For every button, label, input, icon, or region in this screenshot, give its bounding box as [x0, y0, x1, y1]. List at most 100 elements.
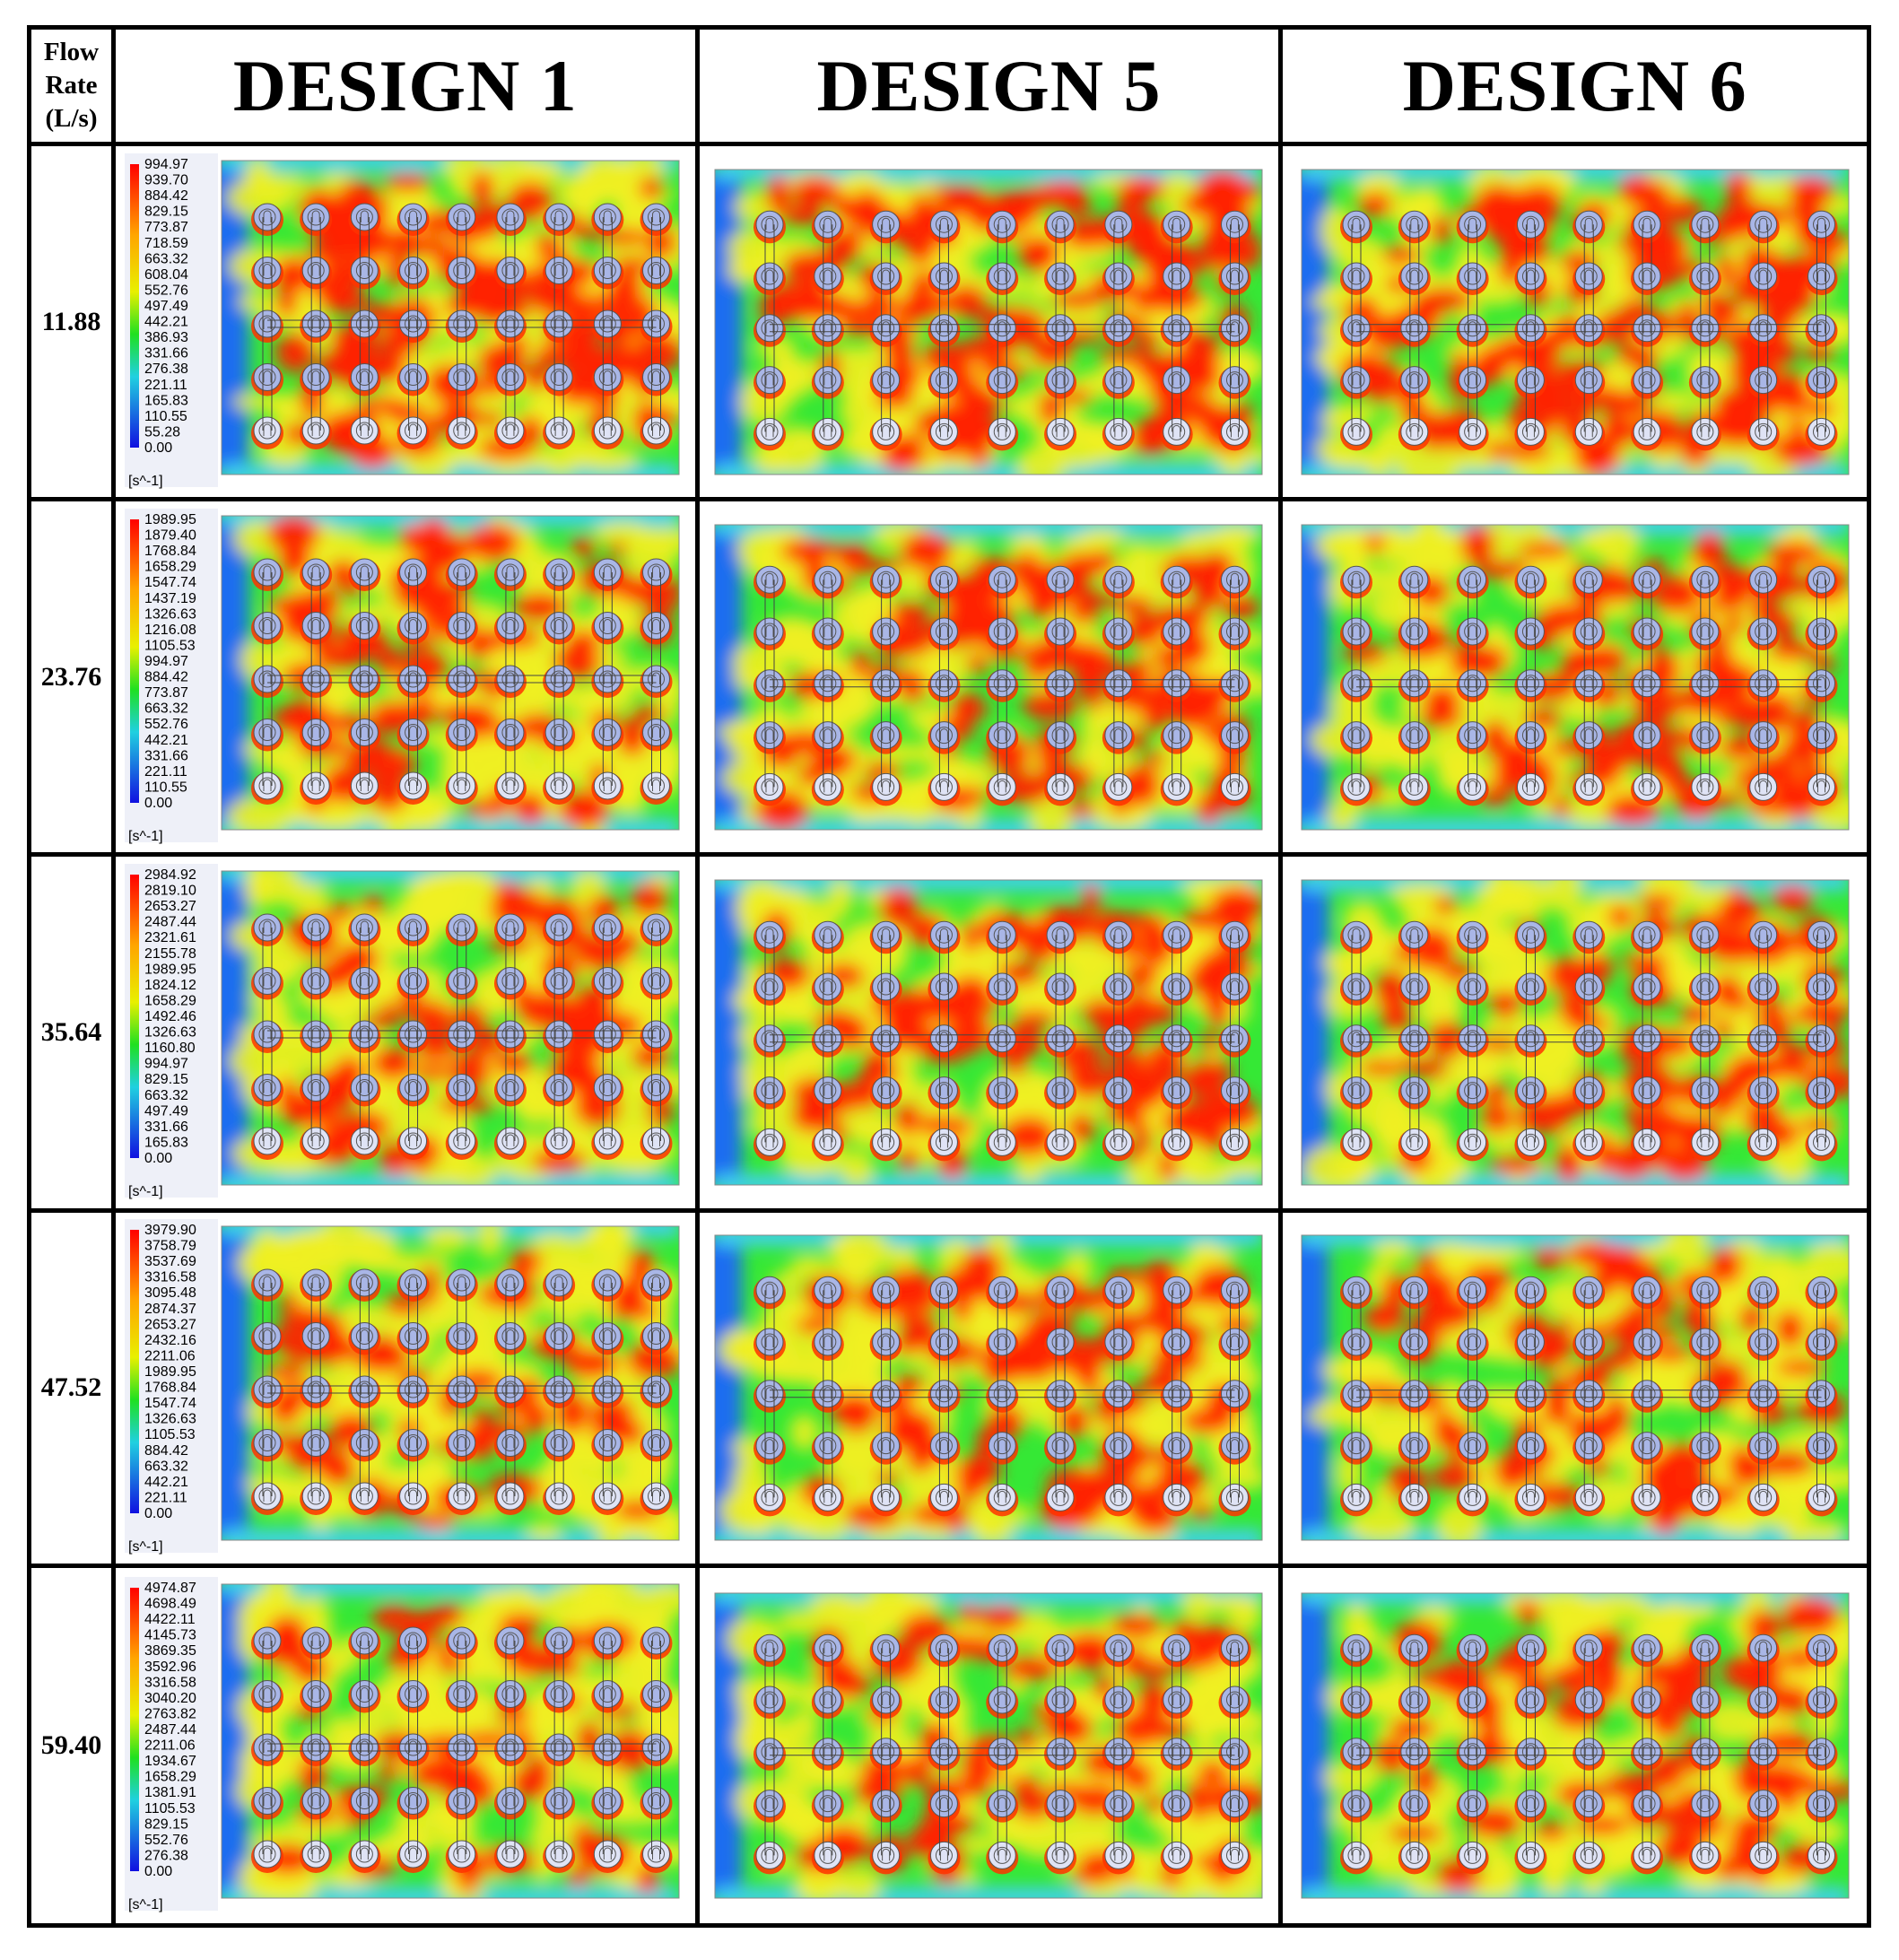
cylinder — [301, 1482, 330, 1511]
cylinder — [1516, 772, 1545, 801]
cylinder — [1633, 1380, 1661, 1408]
cylinder — [496, 1375, 525, 1404]
legend-value: 4698.49 — [144, 1596, 196, 1611]
cylinder — [593, 913, 622, 942]
cylinder — [930, 772, 959, 801]
cylinder — [1458, 972, 1486, 1001]
cylinder — [1516, 262, 1545, 291]
cylinder — [398, 309, 427, 338]
cylinder — [253, 1127, 282, 1155]
shear-rate-contour-plot: 4974.87 4698.49 4422.11 4145.73 3869.35 3592.… — [116, 1567, 700, 1923]
legend-value: 165.83 — [144, 1135, 188, 1150]
cylinder — [448, 1375, 476, 1404]
cylinder — [930, 720, 959, 749]
legend-value: 939.70 — [144, 172, 188, 187]
contour-svg — [1301, 879, 1850, 1186]
cylinder — [1807, 772, 1835, 801]
cylinder — [1633, 669, 1661, 698]
cylinder — [253, 1375, 282, 1404]
cylinder — [350, 1375, 379, 1404]
legend-value: 829.15 — [144, 204, 188, 219]
cylinder — [1104, 720, 1133, 749]
legend-colorbar — [129, 1230, 139, 1514]
cylinder — [1691, 1024, 1720, 1053]
cylinder — [496, 1482, 525, 1511]
cylinder — [1574, 262, 1603, 291]
cylinder — [1399, 972, 1428, 1001]
cylinder — [1691, 262, 1720, 291]
cylinder — [872, 772, 901, 801]
cylinder — [544, 1679, 573, 1708]
cylinder — [253, 1268, 282, 1297]
legend-value: 221.11 — [144, 377, 187, 392]
legend-value: 718.59 — [144, 235, 188, 250]
cylinder — [872, 1841, 901, 1869]
cylinder — [814, 1633, 842, 1662]
cylinder — [448, 1733, 476, 1762]
cylinder — [989, 313, 1017, 342]
cylinder — [1633, 1024, 1661, 1053]
cylinder — [1574, 669, 1603, 698]
cylinder — [1633, 365, 1661, 394]
cylinder — [814, 772, 842, 801]
cylinder — [1516, 417, 1545, 446]
legend-value: 110.55 — [144, 780, 187, 795]
cylinder — [1163, 1380, 1191, 1408]
cylinder — [1104, 1789, 1133, 1817]
cylinder — [1574, 313, 1603, 342]
cylinder — [1163, 1841, 1191, 1869]
cylinder — [593, 1733, 622, 1762]
cylinder — [1342, 1128, 1371, 1156]
cylinder — [989, 669, 1017, 698]
legend-value: 994.97 — [144, 1057, 188, 1072]
legend-value: 497.49 — [144, 1103, 188, 1119]
cylinder — [1748, 1484, 1777, 1512]
cylinder — [641, 256, 670, 284]
cylinder — [350, 256, 379, 284]
cylinder — [593, 1020, 622, 1049]
cylinder — [1458, 1024, 1486, 1053]
cylinder — [301, 1786, 330, 1815]
cylinder — [1691, 1789, 1720, 1817]
shear-rate-contour-plot — [1283, 501, 1867, 858]
cylinder — [593, 966, 622, 995]
cylinder — [1047, 1128, 1076, 1156]
cylinder — [1342, 972, 1371, 1001]
cylinder — [1221, 1380, 1250, 1408]
cylinder — [1104, 262, 1133, 291]
cylinder — [1342, 262, 1371, 291]
flow-rate-value: 11.88 — [31, 146, 116, 502]
cylinder — [1633, 1128, 1661, 1156]
cylinder — [1399, 1024, 1428, 1053]
cylinder — [1691, 720, 1720, 749]
contour-svg — [714, 1592, 1263, 1899]
cylinder — [1458, 262, 1486, 291]
cylinder — [301, 416, 330, 445]
legend-value: 2432.16 — [144, 1333, 196, 1348]
cylinder — [930, 1484, 959, 1512]
cylinder — [398, 1786, 427, 1815]
cylinder — [930, 1789, 959, 1817]
cylinder — [755, 1276, 784, 1304]
cylinder — [814, 1328, 842, 1356]
cylinder — [1163, 1076, 1191, 1105]
cylinder — [350, 309, 379, 338]
cylinder — [1047, 1276, 1076, 1304]
cylinder — [1807, 365, 1835, 394]
cylinder — [641, 362, 670, 391]
cylinder — [989, 1380, 1017, 1408]
cylinder — [1399, 1276, 1428, 1304]
cylinder — [989, 1789, 1017, 1817]
cylinder — [253, 416, 282, 445]
cylinder — [448, 718, 476, 746]
cylinder — [1574, 1076, 1603, 1105]
cylinder — [593, 771, 622, 800]
cylinder — [1748, 1738, 1777, 1766]
legend-value: 4422.11 — [144, 1612, 196, 1627]
cylinder — [814, 720, 842, 749]
cylinder — [1163, 1432, 1191, 1460]
cylinder — [989, 1841, 1017, 1869]
cylinder — [1163, 720, 1191, 749]
cylinder — [1633, 313, 1661, 342]
legend-value: 1216.08 — [144, 623, 196, 638]
